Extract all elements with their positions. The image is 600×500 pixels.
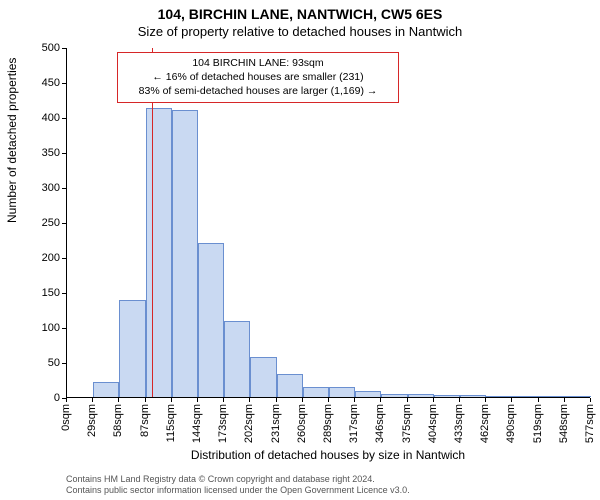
histogram-bar	[329, 387, 355, 397]
histogram-bar	[250, 357, 276, 397]
y-tick-mark	[62, 328, 66, 329]
x-tick-mark	[459, 398, 460, 402]
x-tick-label: 375sqm	[401, 404, 413, 443]
chart-container: 104, BIRCHIN LANE, NANTWICH, CW5 6ES Siz…	[0, 0, 600, 500]
y-tick-label: 0	[30, 392, 60, 404]
y-tick-label: 450	[30, 77, 60, 89]
x-tick-mark	[407, 398, 408, 402]
footer-line-2: Contains public sector information licen…	[66, 485, 590, 496]
annotation-line-1: 104 BIRCHIN LANE: 93sqm	[124, 56, 392, 70]
y-tick-label: 150	[30, 287, 60, 299]
y-tick-mark	[62, 48, 66, 49]
chart-title-description: Size of property relative to detached ho…	[0, 24, 600, 39]
x-tick-label: 346sqm	[374, 404, 386, 443]
x-tick-label: 115sqm	[165, 404, 177, 442]
x-tick-mark	[328, 398, 329, 402]
x-tick-label: 404sqm	[427, 404, 439, 443]
x-tick-mark	[197, 398, 198, 402]
x-tick-mark	[171, 398, 172, 402]
x-tick-mark	[145, 398, 146, 402]
histogram-bar	[146, 108, 172, 397]
annotation-line-3: 83% of semi-detached houses are larger (…	[124, 84, 392, 98]
footer-attribution: Contains HM Land Registry data © Crown c…	[66, 474, 590, 496]
y-tick-mark	[62, 188, 66, 189]
chart-title-address: 104, BIRCHIN LANE, NANTWICH, CW5 6ES	[0, 6, 600, 22]
histogram-bar	[434, 395, 460, 397]
y-tick-label: 300	[30, 182, 60, 194]
histogram-bar	[277, 374, 303, 397]
y-tick-label: 400	[30, 112, 60, 124]
x-tick-mark	[538, 398, 539, 402]
x-tick-label: 289sqm	[322, 404, 334, 443]
histogram-bar	[512, 396, 538, 397]
histogram-bar	[408, 394, 434, 398]
x-tick-label: 519sqm	[532, 404, 544, 443]
x-tick-mark	[511, 398, 512, 402]
x-tick-label: 231sqm	[270, 404, 282, 443]
x-tick-label: 317sqm	[348, 404, 360, 443]
x-tick-mark	[354, 398, 355, 402]
x-tick-label: 462sqm	[479, 404, 491, 443]
y-tick-label: 500	[30, 42, 60, 54]
plot-area: 104 BIRCHIN LANE: 93sqm ← 16% of detache…	[66, 48, 590, 398]
x-tick-mark	[276, 398, 277, 402]
x-tick-label: 490sqm	[505, 404, 517, 443]
y-tick-mark	[62, 258, 66, 259]
y-tick-label: 350	[30, 147, 60, 159]
y-tick-label: 200	[30, 252, 60, 264]
x-tick-label: 577sqm	[584, 404, 596, 443]
x-tick-mark	[380, 398, 381, 402]
y-tick-mark	[62, 118, 66, 119]
histogram-bar	[381, 394, 407, 397]
histogram-bar	[172, 110, 198, 397]
x-tick-mark	[302, 398, 303, 402]
footer-line-1: Contains HM Land Registry data © Crown c…	[66, 474, 590, 485]
histogram-bar	[93, 382, 119, 397]
x-tick-mark	[485, 398, 486, 402]
x-tick-label: 202sqm	[243, 404, 255, 443]
x-tick-label: 260sqm	[296, 404, 308, 443]
x-tick-label: 173sqm	[217, 404, 229, 443]
y-tick-label: 50	[30, 357, 60, 369]
histogram-bar	[565, 396, 591, 397]
histogram-bar	[539, 396, 565, 397]
y-tick-mark	[62, 153, 66, 154]
x-tick-label: 433sqm	[453, 404, 465, 443]
histogram-bar	[460, 395, 486, 397]
x-tick-label: 29sqm	[86, 404, 98, 437]
x-tick-label: 87sqm	[139, 404, 151, 437]
x-tick-mark	[118, 398, 119, 402]
x-tick-mark	[66, 398, 67, 402]
x-tick-mark	[590, 398, 591, 402]
x-axis-label: Distribution of detached houses by size …	[66, 448, 590, 462]
y-axis-label: Number of detached properties	[5, 58, 19, 223]
histogram-bar	[224, 321, 250, 397]
y-tick-label: 100	[30, 322, 60, 334]
x-tick-mark	[249, 398, 250, 402]
x-tick-label: 144sqm	[191, 404, 203, 443]
y-tick-label: 250	[30, 217, 60, 229]
annotation-line-2: ← 16% of detached houses are smaller (23…	[124, 70, 392, 84]
x-tick-label: 0sqm	[60, 404, 72, 431]
y-tick-mark	[62, 223, 66, 224]
histogram-bar	[355, 391, 381, 397]
x-tick-label: 548sqm	[558, 404, 570, 443]
x-tick-label: 58sqm	[112, 404, 124, 437]
annotation-box: 104 BIRCHIN LANE: 93sqm ← 16% of detache…	[117, 52, 399, 103]
y-tick-mark	[62, 83, 66, 84]
x-tick-mark	[433, 398, 434, 402]
histogram-bar	[119, 300, 145, 397]
histogram-bar	[198, 243, 224, 397]
x-tick-mark	[564, 398, 565, 402]
histogram-bar	[486, 396, 512, 397]
x-tick-mark	[92, 398, 93, 402]
y-tick-mark	[62, 363, 66, 364]
y-tick-mark	[62, 293, 66, 294]
histogram-bar	[303, 387, 329, 398]
x-tick-mark	[223, 398, 224, 402]
